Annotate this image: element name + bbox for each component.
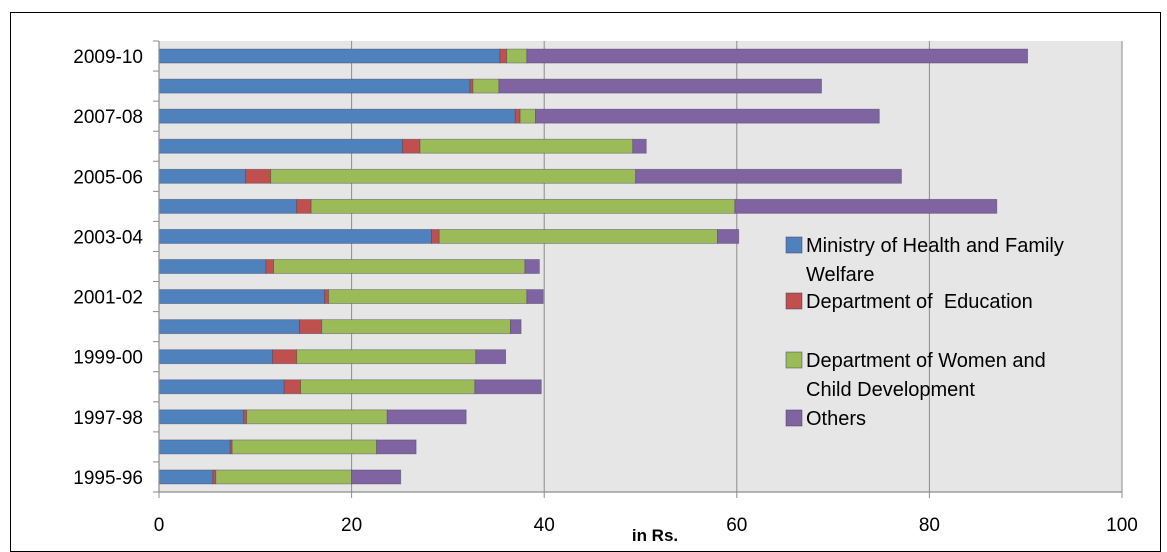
x-tick-label: 60: [726, 515, 747, 536]
bar-segment: [310, 198, 736, 214]
y-tick-labels: 1995-96 1997-98 1999-00 2001-02 2003-04 2005-…: [73, 47, 143, 489]
bar-segment: [270, 168, 637, 184]
bar-segment: [475, 349, 507, 365]
x-axis-label: in Rs.: [632, 526, 678, 545]
bar-segment: [158, 229, 432, 244]
bar-segment: [431, 229, 440, 244]
bar-segment: [246, 409, 388, 425]
bar-segment: [526, 289, 544, 304]
bar-segment: [296, 198, 312, 214]
bar-segment: [514, 108, 521, 124]
bar-segment: [498, 78, 822, 94]
bar-segment: [272, 349, 298, 365]
bar-segment: [231, 439, 378, 455]
legend-swatch: [785, 236, 803, 254]
bar-segment: [158, 409, 245, 425]
x-tick-label: 0: [154, 515, 165, 536]
y-tick-label: 2009-10: [73, 47, 143, 68]
legend-item: Department of Education: [785, 291, 1033, 313]
bar-segment: [510, 319, 522, 335]
y-tick-label: 1997-98: [73, 408, 143, 429]
legend-label: Department of Education: [806, 291, 1033, 313]
bar-segment: [158, 198, 298, 214]
legend-swatch: [785, 351, 803, 369]
bar-segment: [472, 78, 500, 94]
bar-segment: [158, 48, 501, 64]
bar-segment: [402, 138, 421, 154]
bar-segment: [519, 108, 536, 124]
bar-segment: [299, 319, 323, 335]
y-tick-label: 1999-00: [73, 348, 143, 369]
y-tick-label: 2001-02: [73, 288, 143, 309]
bar-segment: [158, 138, 404, 154]
bar-segment: [245, 168, 272, 184]
bar-segment: [158, 379, 285, 395]
bar-segment: [328, 289, 528, 304]
bar-segment: [158, 349, 274, 365]
bar-segment: [215, 469, 353, 485]
bar-segment: [158, 319, 300, 335]
y-tick-label: 2003-04: [73, 227, 143, 248]
y-tick-label: 2007-08: [73, 107, 143, 128]
x-tick-labels: 0 20 40 60 80 100: [154, 515, 1138, 536]
legend-swatch: [785, 409, 803, 427]
legend-swatch: [785, 292, 803, 310]
x-tick-label: 20: [341, 515, 362, 536]
bar-segment: [158, 78, 471, 94]
bar-segment: [229, 439, 233, 455]
bar-segment: [717, 229, 740, 244]
bar-segment: [376, 439, 417, 455]
legend-label: Department of Women and Child Development: [806, 350, 1046, 401]
legend-label: Others: [806, 408, 866, 430]
bar-segment: [265, 259, 274, 274]
bar-segment: [300, 379, 476, 395]
bar-segment: [283, 379, 301, 395]
bar-segment: [526, 48, 1029, 64]
bar-segment: [469, 78, 474, 94]
bar-segment: [243, 409, 248, 425]
bar-segment: [324, 289, 329, 304]
legend-item: Department of Women and Child Development: [785, 350, 1046, 401]
legend-label: Ministry of Health and Family Welfare: [806, 235, 1064, 286]
x-tick-label: 100: [1106, 515, 1138, 536]
legend-item: Ministry of Health and Family Welfare: [785, 235, 1064, 286]
legend-item: Others: [785, 408, 866, 430]
bar-segment: [321, 319, 511, 335]
bar-segment: [499, 48, 508, 64]
bar-segment: [351, 469, 402, 485]
bar-segment: [635, 168, 902, 184]
bar-segment: [273, 259, 526, 274]
legend: Ministry of Health and Family Welfare Depa…: [785, 235, 1064, 430]
bar-segment: [158, 108, 516, 124]
bar-segment: [438, 229, 718, 244]
axes: [153, 40, 1123, 498]
bar-segment: [386, 409, 467, 425]
bar-segment: [158, 289, 326, 304]
bar-segment: [419, 138, 634, 154]
x-tick-label: 40: [534, 515, 555, 536]
bar-segment: [734, 198, 998, 214]
y-tick-label: 1995-96: [73, 468, 143, 489]
bar-segment: [158, 469, 214, 485]
bar-segment: [524, 259, 540, 274]
bar-segment: [158, 439, 231, 455]
bar-segment: [212, 469, 217, 485]
x-tick-label: 80: [919, 515, 940, 536]
bar-segment: [158, 259, 267, 274]
bar-segment: [296, 349, 477, 365]
y-tick-label: 2005-06: [73, 167, 143, 188]
bar-segment: [632, 138, 647, 154]
bars: [158, 48, 1029, 485]
bar-segment: [535, 108, 880, 124]
bar-segment: [474, 379, 542, 395]
bar-segment: [506, 48, 528, 64]
bar-segment: [158, 168, 247, 184]
